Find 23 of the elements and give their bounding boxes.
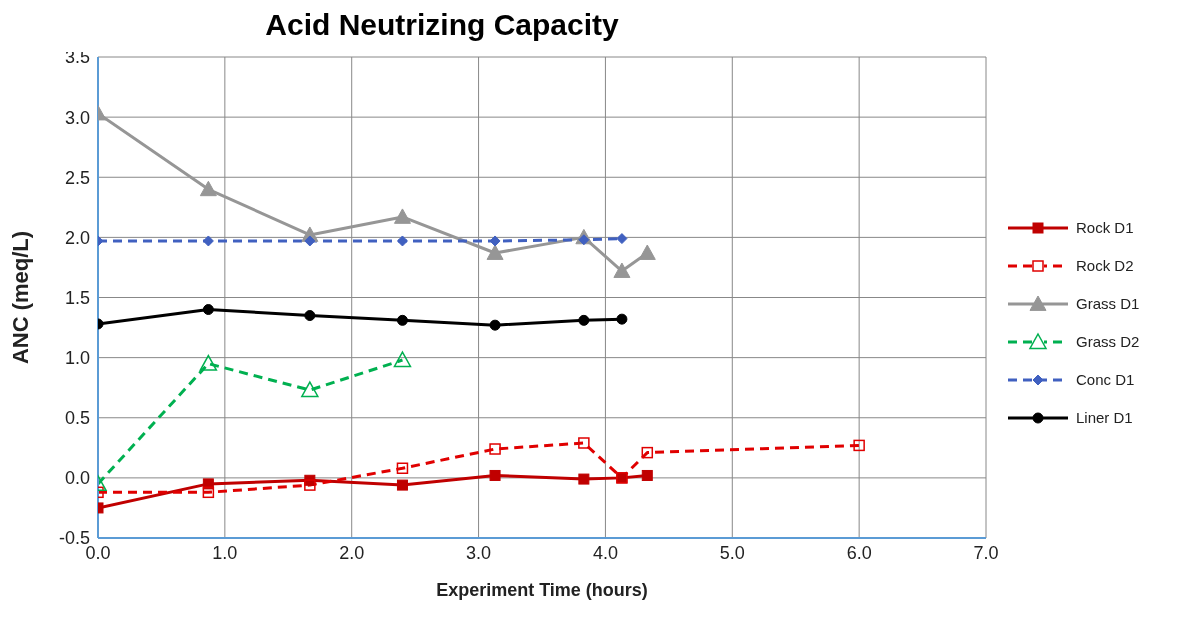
y-tick-label: 0.0 <box>64 468 90 489</box>
legend-label: Grass D2 <box>1076 333 1140 350</box>
chart-title: Acid Neutrizing Capacity <box>265 8 619 41</box>
legend-label: Liner D1 <box>1076 409 1133 426</box>
x-tick-label: 7.0 <box>973 542 999 563</box>
y-tick-label: 0.5 <box>64 408 90 429</box>
legend-label: Grass D1 <box>1076 295 1140 312</box>
x-tick-label: 1.0 <box>212 542 238 563</box>
y-tick-label: 3.0 <box>64 107 90 128</box>
x-tick-label: 6.0 <box>846 542 872 563</box>
y-tick-label: 1.5 <box>64 287 90 308</box>
x-tick-label: 2.0 <box>339 542 365 563</box>
legend-label: Conc D1 <box>1076 371 1135 388</box>
x-tick-label: 3.0 <box>466 542 492 563</box>
x-axis-title: Experiment Time (hours) <box>436 580 648 600</box>
legend-label: Rock D1 <box>1076 219 1134 236</box>
y-tick-label: 2.5 <box>64 167 90 188</box>
x-tick-label: 4.0 <box>592 542 618 563</box>
y-tick-label: 1.0 <box>64 348 90 369</box>
y-axis-title: ANC (meq/L) <box>7 230 33 365</box>
legend-label: Rock D2 <box>1076 257 1134 274</box>
y-tick-label: 2.0 <box>64 227 90 248</box>
x-tick-label: 5.0 <box>719 542 745 563</box>
